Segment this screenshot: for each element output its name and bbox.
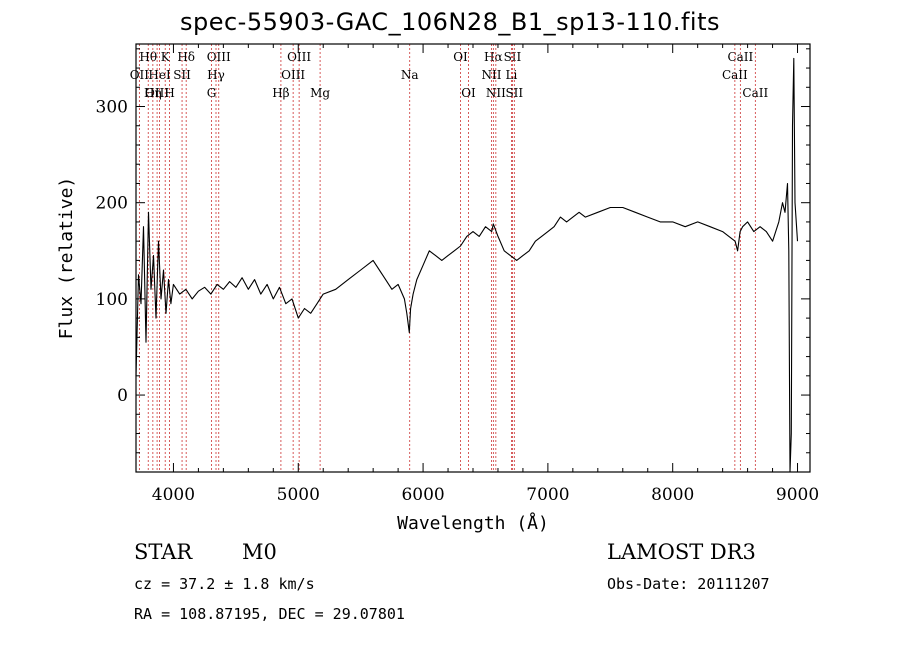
coordinates: RA = 108.87195, DEC = 29.07801 [134,605,405,623]
marker-label-24: SII [505,86,523,100]
marker-label-18: OI [461,86,476,100]
y-tick-label-0: 0 [117,386,128,406]
x-tick-label-7000: 7000 [526,485,569,505]
marker-label-4: HeI [148,68,171,82]
marker-label-5: Hη [144,86,162,100]
marker-label-3: K [161,50,171,64]
marker-label-10: Hγ [207,68,225,82]
marker-label-17: OI [453,50,468,64]
marker-label-7: SII [173,68,191,82]
y-tick-label-200: 200 [96,194,128,214]
redshift-cz: cz = 37.2 ± 1.8 km/s [134,575,315,593]
marker-label-6: Hδ [177,50,195,64]
chart-title: spec-55903-GAC_106N28_B1_sp13-110.fits [179,8,721,36]
marker-label-21: NII [486,86,506,100]
x-tick-label-5000: 5000 [277,485,320,505]
y-tick-label-300: 300 [96,98,128,118]
marker-label-12: OIII [287,50,311,64]
marker-label-23: Li [506,68,518,82]
marker-label-15: Mg [310,86,330,100]
marker-label-8: H [164,86,174,100]
x-tick-label-8000: 8000 [651,485,694,505]
marker-label-11: G [207,86,217,100]
axes: 4000 5000 6000 7000 8000 9000 0 100 200 300 [96,44,819,505]
marker-label-25: CaII [727,50,753,64]
marker-label-13: OIII [281,68,305,82]
marker-label-16: Na [401,68,419,82]
x-axis-label: Wavelength (Å) [397,512,549,534]
spectrum-trace [135,57,799,473]
marker-label-1: OII [130,68,150,82]
marker-label-9: OIII [207,50,231,64]
marker-label-19: Hα [484,50,503,64]
marker-label-27: CaII [742,86,768,100]
x-tick-label-4000: 4000 [152,485,195,505]
survey-name: LAMOST DR3 [607,540,756,564]
y-axis-label: Flux (relative) [56,177,77,340]
plot-frame [135,43,811,473]
marker-label-14: Hβ [272,86,289,100]
marker-label-20: NII [481,68,501,82]
marker-label-2: OIII [145,86,169,100]
marker-label-22: SII [504,50,522,64]
x-tick-label-9000: 9000 [776,485,819,505]
object-class: STAR [134,540,193,564]
marker-label-0: Hθ [139,50,157,64]
spectrum-trace-group [135,57,799,473]
obs-date: Obs-Date: 20111207 [607,575,770,593]
x-tick-label-6000: 6000 [401,485,444,505]
y-tick-label-100: 100 [96,290,128,310]
object-subclass: M0 [242,540,277,564]
marker-label-26: CaII [722,68,748,82]
